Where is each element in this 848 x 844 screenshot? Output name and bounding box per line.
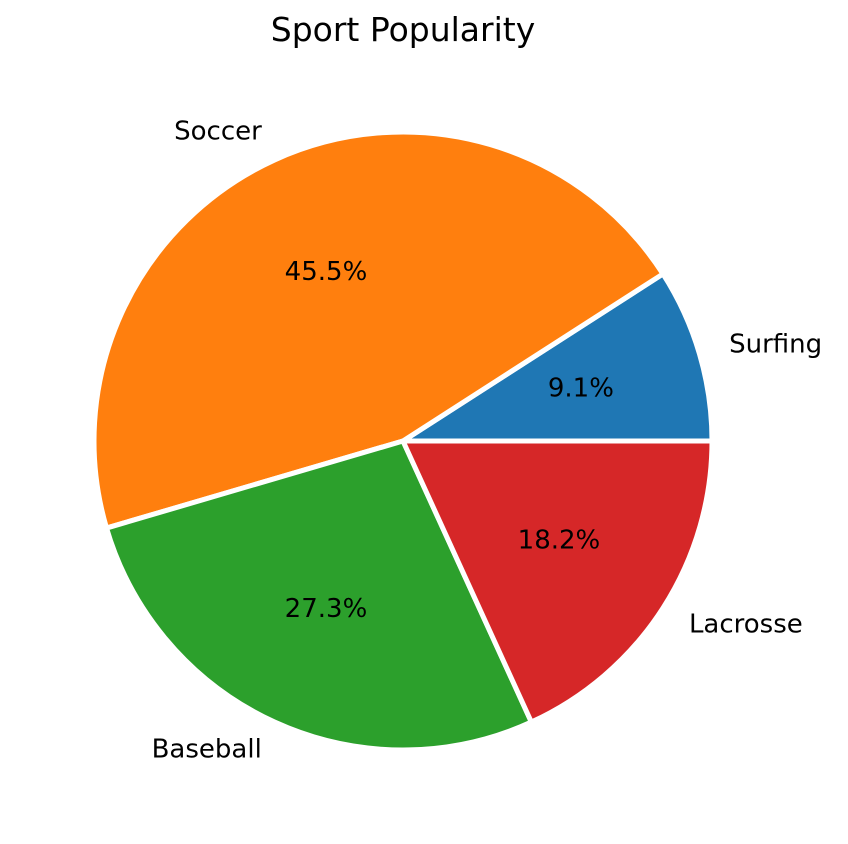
pie-labels: Surfing 9.1% Soccer 45.5% Baseball 27.3% Lacro… bbox=[152, 116, 823, 764]
pie-slice-lacrosse bbox=[400, 438, 715, 725]
pie-slice-baseball bbox=[104, 438, 534, 753]
pct-label-surfing: 9.1% bbox=[548, 373, 614, 403]
slice-label-lacrosse: Lacrosse bbox=[689, 609, 803, 639]
slice-label-surfing: Surfing bbox=[729, 330, 822, 360]
pct-label-baseball: 27.3% bbox=[285, 594, 368, 624]
pie-slices bbox=[91, 129, 715, 753]
slice-label-soccer: Soccer bbox=[174, 116, 262, 146]
pie-slice-surfing bbox=[400, 271, 715, 444]
pct-label-lacrosse: 18.2% bbox=[518, 526, 601, 556]
pct-label-soccer: 45.5% bbox=[285, 257, 368, 287]
slice-label-baseball: Baseball bbox=[152, 735, 262, 765]
chart-title: Sport Popularity bbox=[271, 10, 535, 49]
pie-slice-soccer bbox=[91, 129, 666, 531]
